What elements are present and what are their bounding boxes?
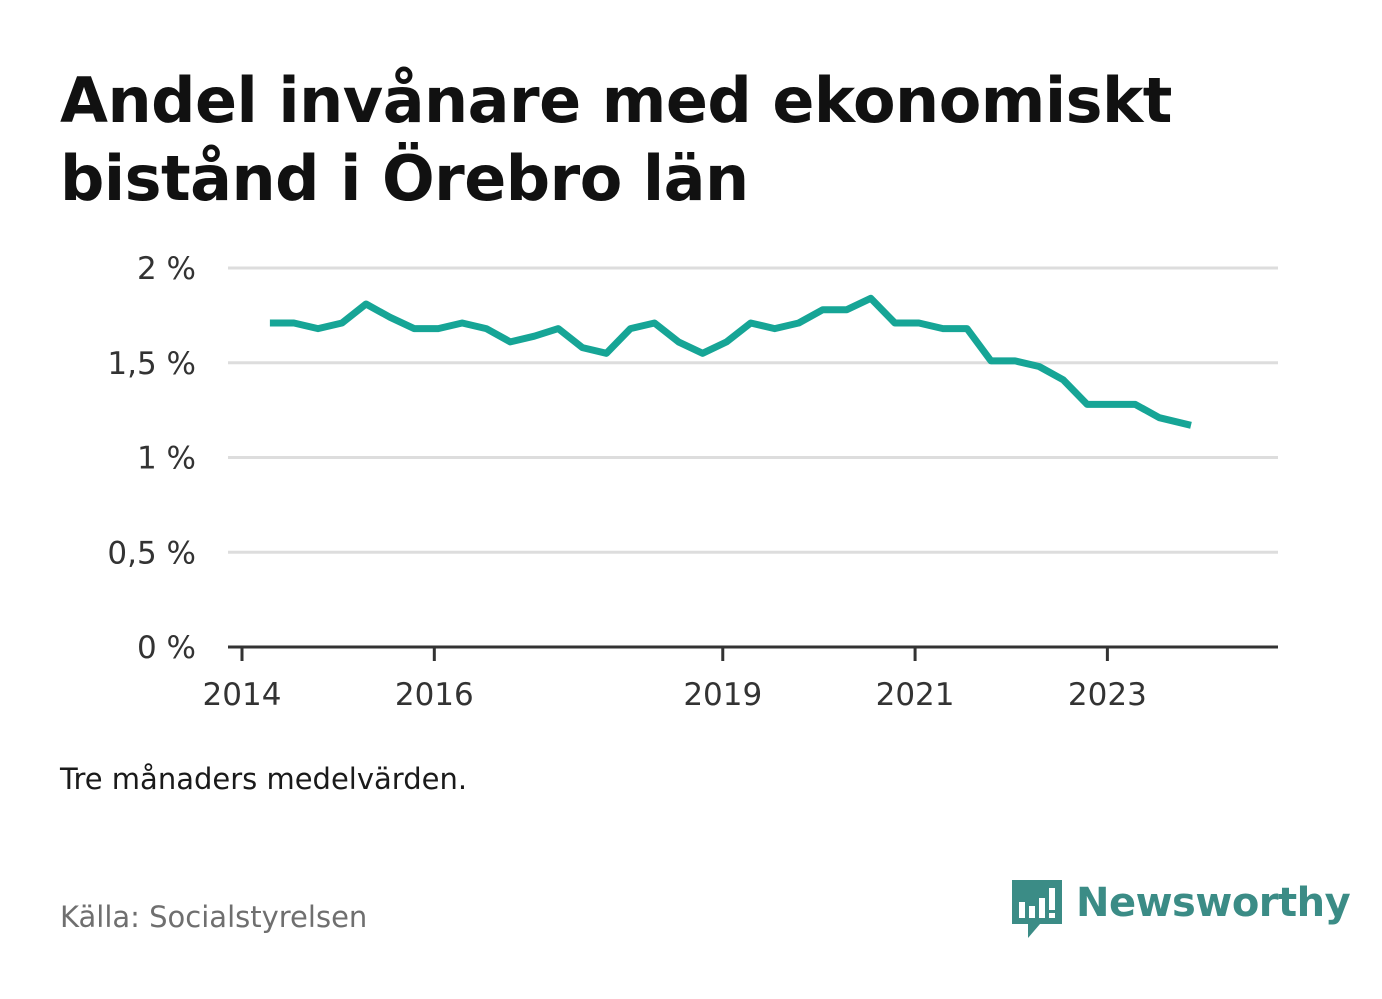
gridlines [228,266,1278,554]
series-line [269,294,1192,429]
source-label: Källa: Socialstyrelsen [60,900,368,934]
x-tick-label: 2016 [395,677,474,713]
y-tick-label: 0 % [137,630,196,666]
x-tick-label: 2019 [683,677,762,713]
y-axis-labels: 2 % 1,5 % 1 % 0,5 % 0 % [107,251,196,666]
series-lines [269,294,1192,429]
y-tick-label: 2 % [137,251,196,287]
x-tick-label: 2021 [876,677,955,713]
y-tick-label: 1 % [137,441,196,477]
x-tick-label: 2014 [203,677,282,713]
y-tick-label: 1,5 % [107,346,196,382]
chart-note: Tre månaders medelvärden. [60,762,468,796]
chart-title: Andel invånare med ekonomiskt bistånd i … [60,64,1172,215]
x-axis [228,645,1278,661]
newsworthy-bars-icon [1012,880,1062,938]
brand-logo: Newsworthy [1010,878,1351,942]
brand-name: Newsworthy [1076,880,1351,926]
y-tick-label: 0,5 % [107,535,196,571]
x-axis-labels: 2014 2016 2019 2021 2023 [203,677,1147,713]
x-tick-label: 2023 [1068,677,1147,713]
